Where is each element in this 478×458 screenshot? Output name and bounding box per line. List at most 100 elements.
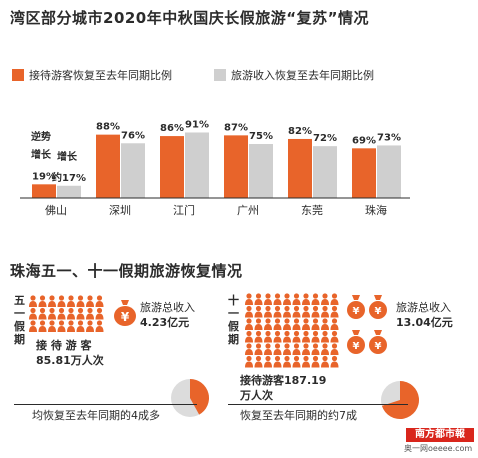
bar-label-visitors-2: 86% bbox=[160, 123, 184, 134]
bar-label-visitors-1: 88% bbox=[96, 122, 120, 133]
legend-label-revenue: 旅游收入恢复至去年同期比例 bbox=[231, 69, 374, 82]
bar-label-revenue-2: 91% bbox=[185, 119, 209, 130]
person-icon bbox=[273, 305, 282, 318]
bar-label-revenue-5: 73% bbox=[377, 132, 401, 143]
person-icon bbox=[330, 343, 339, 355]
person-icon bbox=[321, 305, 329, 318]
person-icon bbox=[273, 293, 282, 305]
person-icon bbox=[95, 307, 104, 320]
person-icon bbox=[321, 355, 329, 368]
person-icon bbox=[330, 330, 339, 343]
person-icon bbox=[302, 330, 310, 343]
person-icon bbox=[86, 295, 94, 307]
person-icon bbox=[48, 320, 56, 332]
person-icon bbox=[245, 330, 253, 343]
bar-chart: 19%约17% 佛山 88%76% 深圳 86% 91% 江门 87%75% 广州 82%72% 东… bbox=[20, 119, 410, 217]
bar-revenue-0 bbox=[57, 185, 81, 198]
bar-revenue-5 bbox=[377, 145, 401, 198]
mayday-vertical-label: 五 一 假 期 bbox=[14, 294, 26, 346]
svg-text:¥: ¥ bbox=[353, 306, 360, 317]
bar-label-visitors-5: 69% bbox=[352, 135, 376, 146]
bar-visitors-3 bbox=[224, 135, 248, 198]
person-icon bbox=[95, 295, 104, 307]
mayday-revenue-value: 4.23亿元 bbox=[140, 316, 190, 329]
person-icon bbox=[321, 330, 329, 343]
person-icon bbox=[302, 318, 310, 330]
person-icon bbox=[245, 305, 253, 318]
person-icon bbox=[330, 318, 339, 330]
person-icon bbox=[254, 355, 263, 368]
bar-revenue-2 bbox=[185, 132, 209, 198]
bar-label-visitors-0: 19% bbox=[32, 171, 56, 182]
person-icon bbox=[245, 355, 253, 368]
person-icon bbox=[57, 320, 66, 332]
bar-visitors-2 bbox=[160, 136, 184, 198]
person-icon bbox=[29, 295, 37, 307]
category-label-1: 深圳 bbox=[109, 204, 131, 217]
nationalday-people-icons bbox=[245, 293, 339, 368]
category-label-2: 江门 bbox=[173, 203, 195, 217]
legend-swatch-gray bbox=[214, 69, 226, 81]
person-icon bbox=[311, 293, 320, 305]
nationalday-recovery-text: 恢复至去年同期的约7成 bbox=[240, 409, 357, 422]
person-icon bbox=[264, 293, 272, 305]
bar-label-revenue-1: 76% bbox=[121, 130, 145, 141]
person-icon bbox=[264, 355, 272, 368]
person-icon bbox=[311, 343, 320, 355]
person-icon bbox=[302, 293, 310, 305]
brand-site: 奥一网oeeee.com bbox=[404, 444, 473, 453]
person-icon bbox=[76, 307, 85, 320]
category-label-5: 珠海 bbox=[365, 203, 387, 217]
person-icon bbox=[292, 305, 301, 318]
person-icon bbox=[38, 307, 47, 320]
person-icon bbox=[254, 293, 263, 305]
bar-label-revenue-4: 72% bbox=[313, 133, 337, 144]
person-icon bbox=[311, 305, 320, 318]
person-icon bbox=[264, 318, 272, 330]
person-icon bbox=[311, 318, 320, 330]
svg-text:¥: ¥ bbox=[375, 341, 382, 352]
person-icon bbox=[321, 293, 329, 305]
nationalday-label-char: 期 bbox=[228, 333, 239, 346]
bar-label-visitors-3: 87% bbox=[224, 122, 248, 133]
person-icon bbox=[292, 318, 301, 330]
legend-item-visitors: 接待游客恢复至去年同期比例 bbox=[12, 67, 172, 83]
legend-label-visitors: 接待游客恢复至去年同期比例 bbox=[29, 69, 172, 82]
bar-visitors-5 bbox=[352, 148, 376, 198]
svg-text:¥: ¥ bbox=[121, 310, 130, 324]
person-icon bbox=[76, 295, 85, 307]
brand-badge: 南方都市報 bbox=[406, 428, 474, 442]
person-icon bbox=[29, 307, 37, 320]
person-icon bbox=[67, 307, 75, 320]
mayday-label-char: 假 bbox=[14, 320, 25, 333]
person-icon bbox=[311, 330, 320, 343]
person-icon bbox=[264, 343, 272, 355]
person-icon bbox=[264, 330, 272, 343]
mayday-visitors-label: 接 待 游 客 bbox=[36, 339, 92, 352]
person-icon bbox=[57, 307, 66, 320]
category-label-4: 东莞 bbox=[301, 204, 323, 217]
person-icon bbox=[38, 295, 47, 307]
nationalday-label-char: 一 bbox=[228, 307, 239, 320]
bar-visitors-0 bbox=[32, 184, 56, 198]
person-icon bbox=[330, 305, 339, 318]
bar-revenue-3 bbox=[249, 144, 273, 198]
person-icon bbox=[48, 307, 56, 320]
nationalday-moneybag-icon: ¥ ¥ ¥ ¥ bbox=[347, 295, 387, 354]
mayday-recovery-text: 均恢复至去年同期的4成多 bbox=[32, 409, 160, 422]
nationalday-revenue-value: 13.04亿元 bbox=[396, 316, 453, 329]
mayday-label-char: 一 bbox=[14, 307, 25, 320]
nationalday-visitors-unit: 万人次 bbox=[240, 389, 273, 402]
person-icon bbox=[245, 318, 253, 330]
mayday-recovery-pie bbox=[171, 379, 209, 417]
mayday-visitors-value: 85.81万人次 bbox=[36, 354, 104, 367]
person-icon bbox=[67, 320, 75, 332]
person-icon bbox=[38, 320, 47, 332]
person-icon bbox=[273, 343, 282, 355]
person-icon bbox=[302, 305, 310, 318]
person-icon bbox=[321, 343, 329, 355]
nationalday-vertical-label: 十 一 假 期 bbox=[228, 294, 240, 346]
person-icon bbox=[283, 343, 291, 355]
nationalday-revenue-label: 旅游总收入 bbox=[396, 301, 451, 314]
person-icon bbox=[254, 305, 263, 318]
